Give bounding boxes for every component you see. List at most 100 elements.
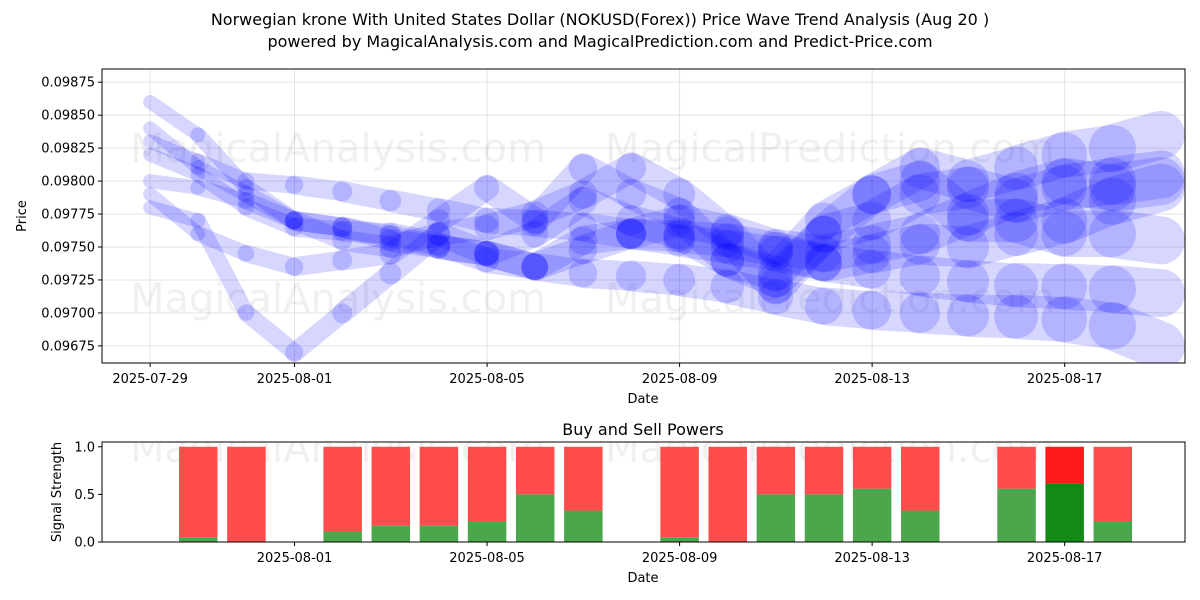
price-y-axis-label: Price <box>15 200 30 232</box>
wave-segment <box>615 178 696 230</box>
wave-segment <box>1088 150 1185 206</box>
wave-segment <box>332 220 402 245</box>
buy-power-bar <box>852 488 892 542</box>
watermark-text: MagicalAnalysis.com <box>130 126 546 172</box>
buy-power-bar <box>997 488 1036 542</box>
price-x-axis-label: Date <box>627 392 658 407</box>
wave-segment <box>946 166 1038 223</box>
buy-power-bar <box>660 537 699 542</box>
wave-segment <box>426 215 500 246</box>
wave-segment <box>757 215 843 305</box>
signal-y-axis-ticks: 0.0 0.5 1.0 <box>74 440 102 551</box>
wave-segment <box>1041 124 1136 178</box>
wave-segment <box>568 212 647 249</box>
price-panel: MagicalAnalysis.com MagicalPrediction.com… <box>15 68 1186 407</box>
wave-segment <box>710 242 794 291</box>
wave-segment <box>332 229 402 258</box>
chart-title-line-1: Norwegian krone With United States Dolla… <box>211 10 989 29</box>
price-x-tick-label: 2025-07-29 <box>112 372 188 387</box>
wave-segment <box>190 212 255 321</box>
wave-segment <box>1088 110 1185 173</box>
wave-segment <box>379 222 451 256</box>
wave-segment <box>899 167 990 215</box>
wave-segment <box>568 219 647 265</box>
wave-segment <box>1041 296 1136 350</box>
sell-power-bar <box>756 446 796 495</box>
wave-segment <box>568 258 647 291</box>
wave-series-6 <box>143 152 1185 363</box>
wave-segment <box>852 290 941 333</box>
wave-segment <box>946 259 1038 307</box>
price-y-tick-label: 0.09875 <box>41 76 95 91</box>
buy-power-bar <box>1093 521 1133 542</box>
wave-segment <box>474 207 549 237</box>
wave-segment <box>852 161 941 214</box>
wave-segment <box>521 252 598 288</box>
price-x-tick-label: 2025-08-17 <box>1027 372 1103 387</box>
wave-segment <box>615 152 696 210</box>
wave-segment <box>1041 157 1136 211</box>
wave-segment <box>426 221 500 266</box>
wave-series-7 <box>143 147 1185 281</box>
wave-segment <box>143 147 206 182</box>
wave-segment <box>474 174 549 234</box>
wave-segment <box>1041 157 1136 211</box>
wave-segment <box>1041 263 1136 313</box>
signal-y-tick-label: 0.0 <box>74 536 95 551</box>
wave-segment <box>710 223 794 267</box>
wave-segment <box>663 220 745 257</box>
wave-segment <box>474 247 549 280</box>
wave-segment <box>615 218 696 252</box>
wave-segment <box>1088 157 1185 212</box>
wave-segment <box>426 234 500 266</box>
price-y-tick-label: 0.09750 <box>41 240 95 255</box>
wave-segment <box>237 244 304 276</box>
wave-segment <box>284 211 353 250</box>
wave-segment <box>805 234 892 282</box>
signal-plot-frame <box>101 441 1186 543</box>
sell-power-bar <box>515 446 555 495</box>
wave-segment <box>757 202 843 292</box>
sell-power-bar <box>419 446 459 526</box>
buy-power-bar <box>323 531 362 542</box>
signal-x-axis-ticks: 2025-08-01 2025-08-05 2025-08-09 2025-08-13… <box>257 542 1102 566</box>
signal-x-axis-label: Date <box>627 571 658 586</box>
sell-power-bar <box>804 446 844 495</box>
wave-segment <box>143 200 206 228</box>
sell-power-bar <box>564 446 603 511</box>
wave-segment <box>663 204 745 248</box>
wave-segment <box>994 158 1087 217</box>
wave-segment <box>143 121 206 175</box>
wave-segment <box>332 243 402 271</box>
wave-segment <box>805 287 892 330</box>
wave-segment <box>190 166 255 216</box>
wave-segment <box>237 185 304 230</box>
wave-segment <box>379 229 451 259</box>
price-y-tick-label: 0.09775 <box>41 208 95 223</box>
signal-x-tick-label: 2025-08-05 <box>449 551 525 566</box>
wave-segment <box>284 303 353 363</box>
wave-segment <box>190 153 255 189</box>
wave-segment <box>946 294 1038 339</box>
wave-segment <box>190 160 255 203</box>
wave-segment <box>852 214 941 265</box>
price-x-axis-ticks: 2025-07-29 2025-08-01 2025-08-05 2025-08-09… <box>112 363 1102 387</box>
sell-power-bar <box>708 446 747 542</box>
wave-segment <box>426 197 500 233</box>
wave-segment <box>143 94 206 142</box>
wave-segment <box>379 189 451 222</box>
buy-power-bar <box>371 525 411 542</box>
wave-segment <box>805 175 892 240</box>
signal-panel-title: Buy and Sell Powers <box>562 420 724 439</box>
price-gridlines <box>102 69 1185 363</box>
price-y-tick-label: 0.09825 <box>41 142 95 157</box>
buy-power-bar <box>756 494 796 542</box>
wave-segment <box>521 209 598 242</box>
price-x-tick-label: 2025-08-01 <box>257 372 333 387</box>
wave-segment <box>1041 177 1136 244</box>
wave-segment <box>899 160 990 242</box>
wave-segment <box>899 147 990 202</box>
wave-series-3 <box>143 94 1185 282</box>
signal-bars <box>179 446 1133 542</box>
wave-segment <box>852 148 941 214</box>
